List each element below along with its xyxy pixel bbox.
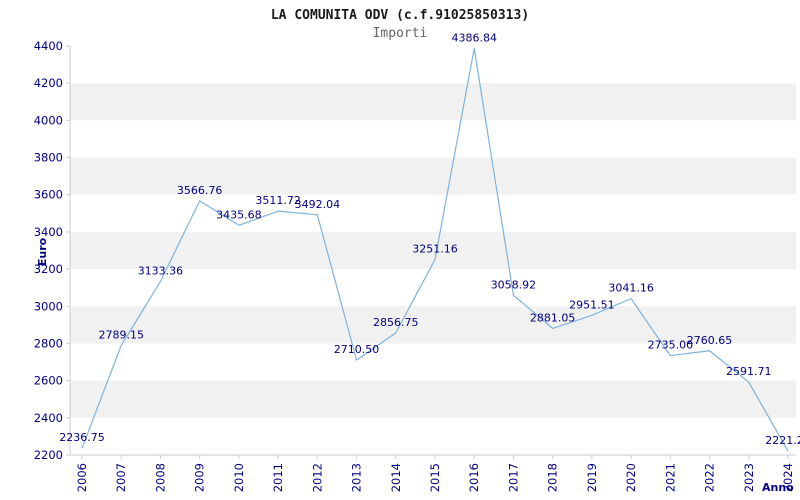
x-tick-label: 2008: [153, 463, 167, 492]
grid-band: [70, 306, 796, 344]
y-tick-label: 3400: [34, 225, 63, 239]
x-tick-label: 2009: [193, 463, 207, 492]
y-tick-label: 2400: [34, 411, 63, 425]
y-tick-label: 3800: [34, 151, 63, 165]
x-axis-title: Anno: [762, 481, 794, 494]
data-point-label: 3041.16: [608, 282, 654, 295]
x-tick-label: 2010: [232, 463, 246, 492]
importi-series-line: [81, 47, 789, 452]
x-tick-label: 2019: [585, 463, 599, 492]
y-tick-label: 3000: [34, 299, 63, 313]
data-point-label: 2710.50: [334, 343, 380, 356]
y-tick-label: 4400: [34, 39, 63, 53]
x-tick-label: 2006: [75, 463, 89, 492]
data-point-label: 4386.84: [451, 31, 497, 44]
x-tick-label: 2017: [506, 463, 520, 492]
data-point-label: 3492.04: [295, 198, 341, 211]
data-point-label: 3511.72: [255, 194, 301, 207]
data-point-label: 2221.24: [765, 434, 800, 447]
y-tick-label: 3600: [34, 188, 63, 202]
y-tick-label: 2600: [34, 374, 63, 388]
x-tick-label: 2021: [663, 463, 677, 492]
y-tick-label: 2800: [34, 336, 63, 350]
data-point-label: 2856.75: [373, 316, 419, 329]
grid-band: [70, 157, 796, 195]
y-tick-label: 4200: [34, 76, 63, 90]
grid-band: [70, 83, 796, 121]
chart-title: LA COMUNITA ODV (c.f.91025850313): [270, 8, 530, 23]
data-point-label: 2236.75: [59, 431, 105, 444]
x-tick-label: 2012: [310, 463, 324, 492]
x-tick-label: 2007: [114, 463, 128, 492]
x-tick-label: 2022: [703, 463, 717, 492]
x-tick-label: 2015: [428, 463, 442, 492]
data-point-label: 2735.00: [648, 339, 694, 352]
x-tick-label: 2011: [271, 463, 285, 492]
data-point-label: 3133.36: [138, 264, 184, 277]
grid-band: [70, 380, 796, 418]
x-tick-label: 2020: [624, 463, 638, 492]
data-point-label: 2760.65: [687, 334, 733, 347]
data-point-label: 2591.71: [726, 365, 772, 378]
x-tick-label: 2018: [546, 463, 560, 492]
x-tick-label: 2024: [781, 463, 795, 492]
data-point-label: 2881.05: [530, 311, 576, 324]
x-tick-label: 2013: [350, 463, 364, 492]
data-point-label: 3435.68: [216, 208, 262, 221]
y-tick-label: 4000: [34, 113, 63, 127]
x-tick-label: 2014: [389, 463, 403, 492]
y-tick-label: 3200: [34, 262, 63, 276]
data-point-label: 2951.51: [569, 298, 615, 311]
y-axis-title: Euro: [36, 237, 49, 266]
data-point-label: 3058.92: [491, 278, 537, 291]
y-tick-label: 2200: [34, 448, 63, 462]
x-tick-label: 2016: [467, 463, 481, 492]
data-point-label: 3566.76: [177, 184, 223, 197]
data-point-label: 2789.15: [98, 328, 144, 341]
data-point-label: 3251.16: [412, 243, 458, 256]
x-tick-label: 2023: [742, 463, 756, 492]
chart-subtitle: Importi: [372, 26, 428, 41]
